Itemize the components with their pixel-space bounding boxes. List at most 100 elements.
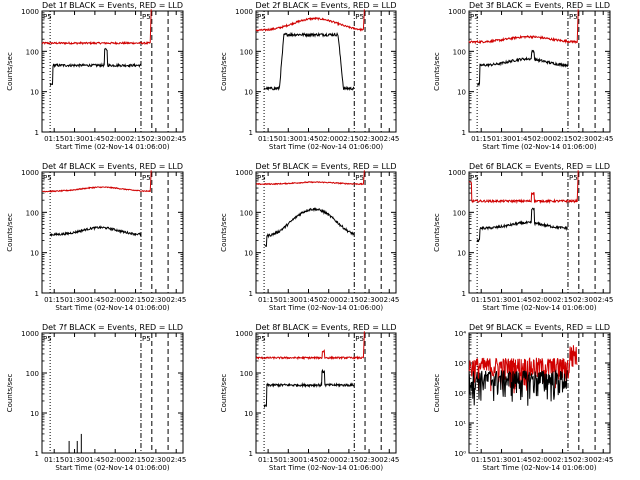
chart-panel-7: Det 7f BLACK = Events, RED = LLD Counts/s… [6,323,186,472]
data-series-events [49,47,142,87]
y-tick-label: 1 [35,450,39,458]
x-tick-label: 02:30 [359,296,379,304]
y-tick-label: 100 [26,370,39,378]
data-series-lld [41,170,152,193]
chart-title: Det 9f BLACK = Events, RED = LLD [469,323,610,332]
x-tick-label: 02:00 [319,296,339,304]
marker-label: P5 [257,13,266,21]
x-tick-label: 02:15 [339,296,359,304]
y-tick-label: 1 [249,129,253,137]
data-series-lld [468,170,579,205]
y-tick-label: 10¹ [454,420,466,428]
x-tick-label: 02:00 [532,135,552,143]
y-tick-label: 100 [453,48,466,56]
plot-frame [41,171,184,294]
data-series-lld [468,9,579,45]
data-series-lld [41,9,152,46]
data-series-events [263,31,355,92]
y-tick-label: 1 [35,290,39,298]
marker-label: P5 [355,174,364,182]
x-tick-label: 02:45 [593,296,613,304]
x-tick-label: 02:00 [319,456,339,464]
y-tick-label: 100 [240,370,253,378]
x-axis-label: Start Time (02-Nov-14 01:06:00) [269,143,383,151]
x-tick-label: 01:45 [298,296,318,304]
marker-label: P5 [257,335,266,343]
marker-label: P5 [43,335,52,343]
y-tick-label: 100 [26,48,39,56]
marker-label: P5 [355,335,364,343]
y-tick-label: 1000 [21,330,39,338]
data-series-lld [255,170,365,186]
chart-title: Det 3f BLACK = Events, RED = LLD [469,1,610,10]
y-tick-label: 1000 [235,330,253,338]
chart-panel-4: Det 4f BLACK = Events, RED = LLD Counts/s… [6,162,186,312]
x-tick-label: 02:45 [379,296,399,304]
x-tick-label: 02:00 [319,135,339,143]
x-axis-label: Start Time (02-Nov-14 01:06:00) [482,464,596,472]
plot-frame [468,171,611,294]
y-axis-label: Counts/sec [220,213,228,252]
x-tick-label: 02:45 [166,296,186,304]
x-tick-label: 01:15 [44,456,64,464]
marker-label: P5 [142,335,151,343]
y-tick-label: 1000 [21,8,39,16]
x-tick-label: 01:15 [258,456,278,464]
plot-frame [41,332,184,454]
x-tick-label: 02:30 [573,296,593,304]
marker-label: P5 [43,174,52,182]
x-tick-label: 02:00 [105,135,125,143]
x-axis-label: Start Time (02-Nov-14 01:06:00) [269,464,383,472]
marker-label: P5 [569,174,578,182]
y-tick-label: 100 [453,209,466,217]
y-tick-label: 1 [249,450,253,458]
x-tick-label: 01:30 [64,135,84,143]
x-tick-label: 01:15 [471,135,491,143]
chart-title: Det 6f BLACK = Events, RED = LLD [469,162,610,171]
x-tick-label: 02:45 [593,135,613,143]
chart-panel-5: Det 5f BLACK = Events, RED = LLD Counts/s… [220,162,399,312]
x-tick-label: 02:45 [379,456,399,464]
x-axis-label: Start Time (02-Nov-14 01:06:00) [55,304,169,312]
x-axis-label: Start Time (02-Nov-14 01:06:00) [482,304,596,312]
marker-label: P5 [142,174,151,182]
x-tick-label: 02:15 [125,135,145,143]
marker-label: P5 [470,13,479,21]
x-tick-label: 02:15 [125,456,145,464]
data-series-events [476,49,569,88]
data-series-events [468,369,568,406]
y-tick-label: 100 [26,209,39,217]
y-axis-label: Counts/sec [220,52,228,91]
x-tick-label: 01:15 [471,456,491,464]
x-tick-label: 02:30 [146,456,166,464]
data-series-events [263,207,355,247]
data-series-lld [255,9,365,32]
y-axis-label: Counts/sec [433,374,441,413]
x-tick-label: 01:45 [85,456,105,464]
y-tick-label: 1 [462,129,466,137]
y-tick-label: 10⁴ [454,330,466,338]
marker-label: P5 [470,174,479,182]
x-tick-label: 01:15 [471,296,491,304]
x-tick-label: 01:30 [491,456,511,464]
y-tick-label: 10 [457,250,466,258]
y-axis-label: Counts/sec [433,52,441,91]
y-tick-label: 1 [462,290,466,298]
x-axis-label: Start Time (02-Nov-14 01:06:00) [55,464,169,472]
marker-label: P5 [142,13,151,21]
y-tick-label: 10 [30,89,39,97]
x-tick-label: 01:30 [278,135,298,143]
x-tick-label: 02:30 [573,456,593,464]
marker-label: P5 [257,174,266,182]
x-tick-label: 01:15 [258,135,278,143]
x-tick-label: 02:15 [552,135,572,143]
x-tick-label: 02:30 [146,135,166,143]
y-axis-label: Counts/sec [6,52,14,91]
y-tick-label: 10 [244,250,253,258]
x-tick-label: 01:15 [44,296,64,304]
y-tick-label: 10 [30,250,39,258]
chart-title: Det 4f BLACK = Events, RED = LLD [42,162,183,171]
x-tick-label: 01:30 [64,296,84,304]
plot-frame [255,10,397,133]
y-tick-label: 10 [457,89,466,97]
